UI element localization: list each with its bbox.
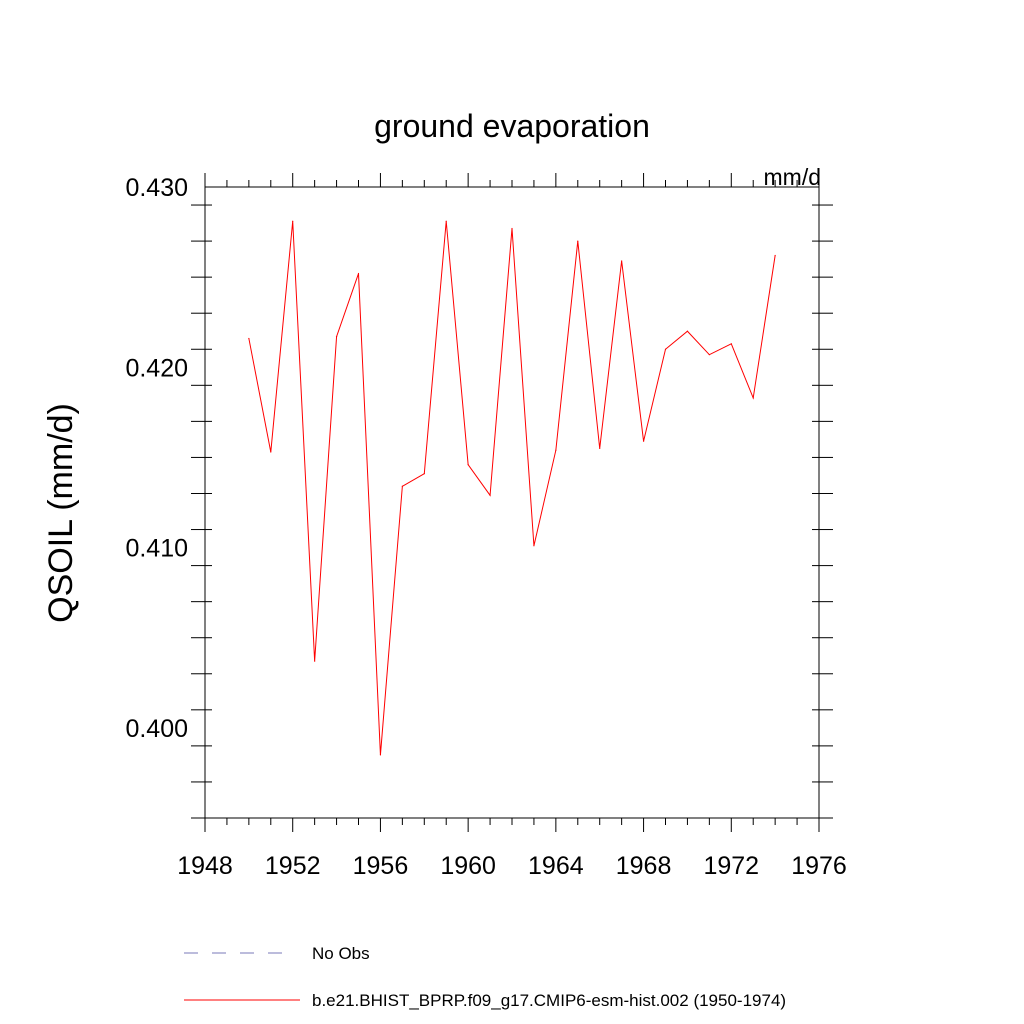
x-tick-label: 1952 xyxy=(265,852,321,880)
data-point xyxy=(248,337,250,340)
legend-label-model: b.e21.BHIST_BPRP.f09_g17.CMIP6-esm-hist.… xyxy=(312,991,786,1010)
series-layer xyxy=(248,220,776,756)
data-point xyxy=(555,449,557,451)
data-point xyxy=(357,272,360,275)
data-point xyxy=(423,473,425,475)
units-label: mm/d xyxy=(764,164,822,190)
legend-label-no-obs: No Obs xyxy=(312,944,370,963)
series-line xyxy=(248,221,776,755)
x-tick-label: 1964 xyxy=(528,852,584,880)
x-tick-label: 1972 xyxy=(703,852,759,880)
y-ticks xyxy=(191,204,833,819)
data-point xyxy=(511,227,513,230)
data-point xyxy=(292,220,294,222)
data-point xyxy=(445,220,447,222)
y-tick-label: 0.410 xyxy=(125,535,188,563)
x-tick-label: 1976 xyxy=(791,852,847,880)
y-tick-label: 0.420 xyxy=(125,354,188,382)
data-point xyxy=(642,440,645,442)
x-ticks xyxy=(204,173,820,832)
data-point xyxy=(664,348,667,350)
x-tick-label: 1968 xyxy=(616,852,672,880)
data-point xyxy=(314,660,316,662)
chart-title: ground evaporation xyxy=(374,108,650,144)
data-point xyxy=(533,545,535,547)
legend: No Obs b.e21.BHIST_BPRP.f09_g17.CMIP6-es… xyxy=(184,944,786,1010)
y-axis-label: QSOIL (mm/d) xyxy=(42,403,80,623)
data-point xyxy=(621,260,623,262)
data-point xyxy=(752,397,754,399)
data-point xyxy=(379,754,382,756)
data-point xyxy=(335,336,338,338)
data-point xyxy=(489,494,491,496)
x-tick-label: 1948 xyxy=(177,852,233,880)
data-point xyxy=(577,240,579,242)
x-tick-labels: 1948 1952 1956 1960 1964 1968 1972 1976 xyxy=(177,852,847,880)
data-point xyxy=(401,485,403,487)
x-tick-label: 1956 xyxy=(353,852,409,880)
data-point xyxy=(599,447,601,450)
data-point xyxy=(270,451,272,453)
y-tick-labels: 0.400 0.410 0.420 0.430 xyxy=(125,174,188,743)
y-tick-label: 0.400 xyxy=(125,715,188,743)
data-point xyxy=(730,343,732,345)
data-point xyxy=(774,254,776,257)
plot-frame xyxy=(204,186,820,819)
y-tick-label: 0.430 xyxy=(125,174,188,202)
data-point xyxy=(686,330,689,332)
data-point xyxy=(467,464,469,466)
x-tick-label: 1960 xyxy=(440,852,496,880)
data-point xyxy=(708,354,710,356)
